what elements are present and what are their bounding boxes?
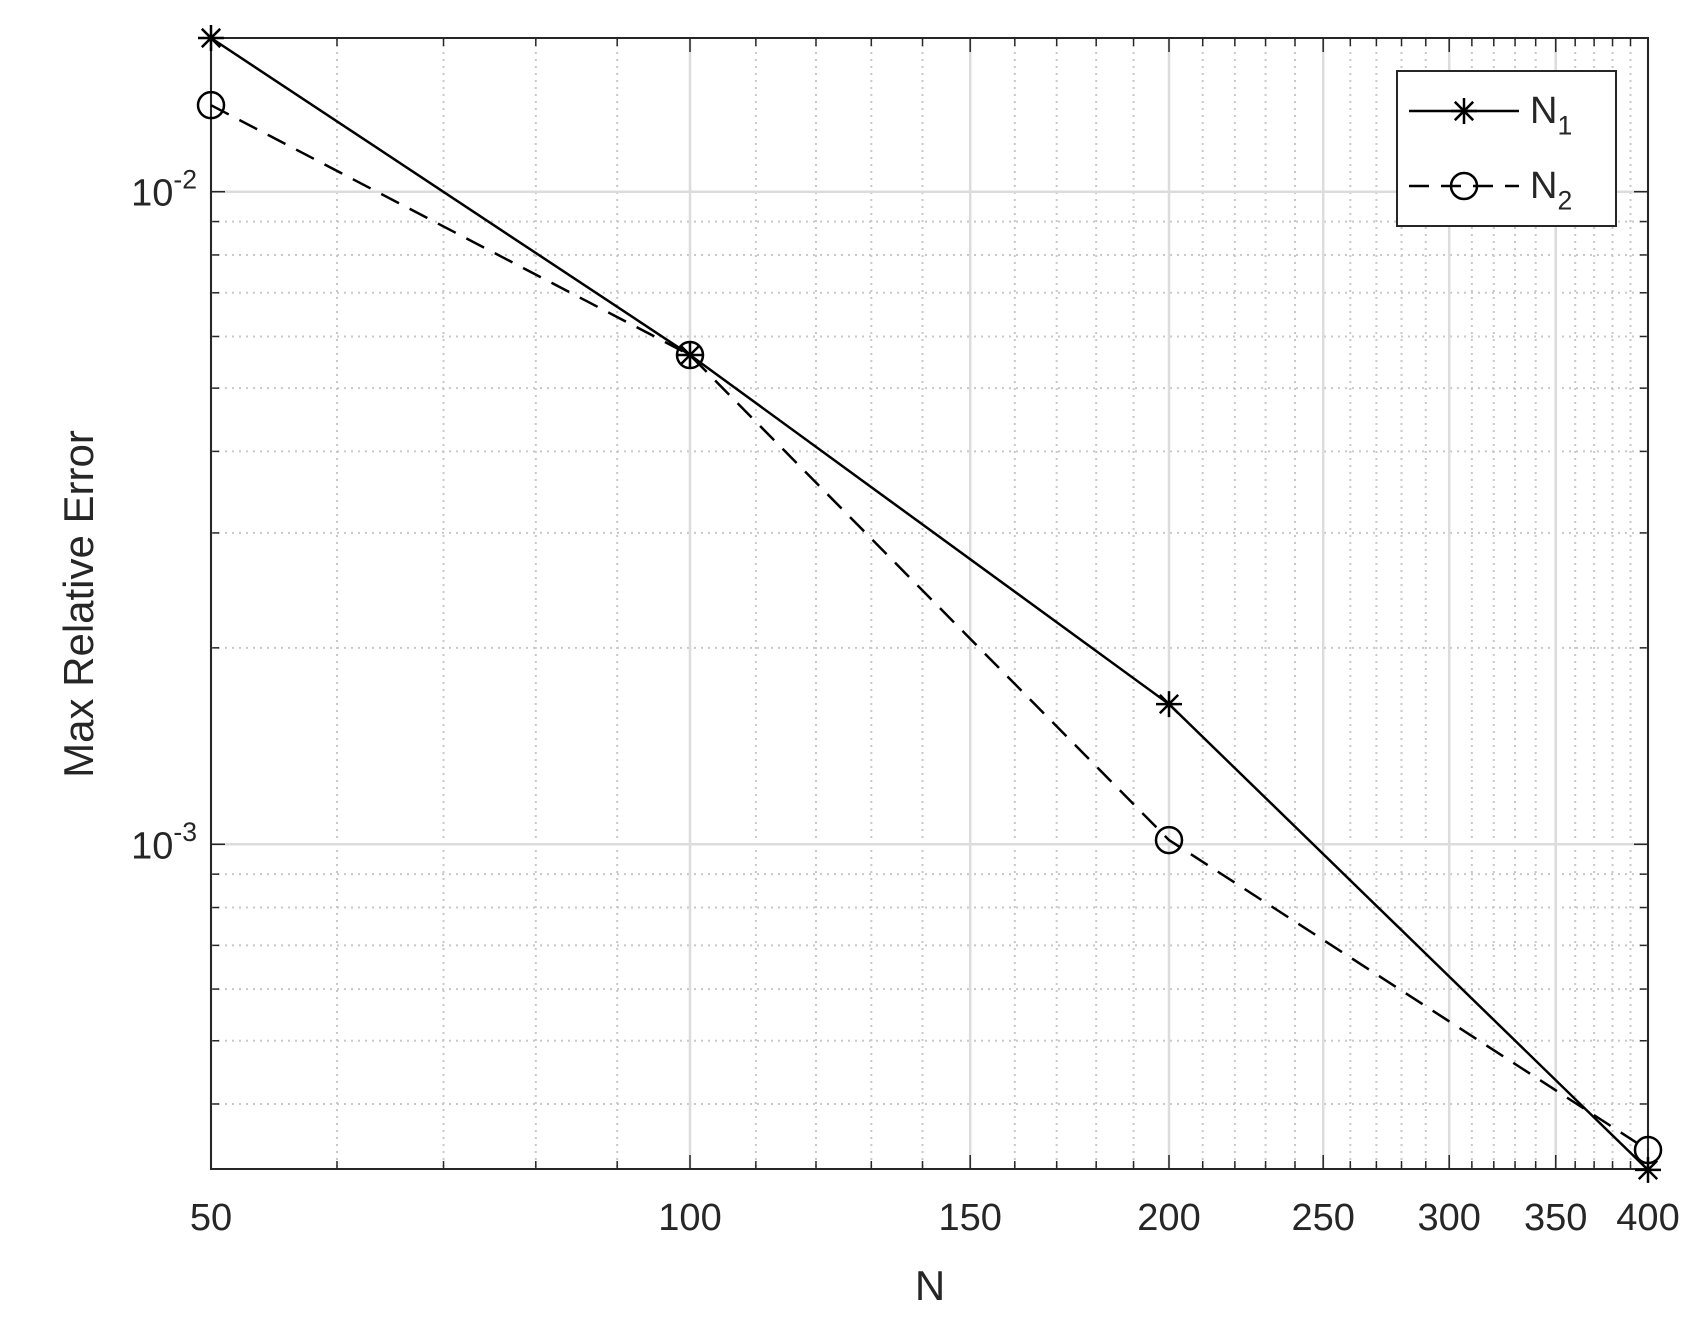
legend-box: [1396, 70, 1617, 227]
x-tick-label: 150: [938, 1197, 1001, 1239]
legend-label: N2: [1530, 165, 1572, 215]
marker: [1635, 1156, 1661, 1183]
y-axis-label: Max Relative Error: [55, 430, 102, 778]
x-tick-label: 300: [1417, 1197, 1480, 1239]
marker: [1449, 171, 1479, 201]
marker: [675, 340, 705, 370]
marker: [677, 342, 703, 369]
x-tick-label: 250: [1292, 1197, 1355, 1239]
marker: [1154, 825, 1184, 855]
marker: [1633, 1135, 1663, 1165]
x-axis-label: N: [915, 1262, 945, 1309]
y-tick-label: 10-2: [131, 165, 197, 215]
axes-box: [210, 37, 1649, 1170]
marker: [198, 25, 224, 51]
series-line: [210, 36, 1649, 1171]
y-tick-label: 10-3: [131, 817, 197, 867]
x-tick-label: 50: [190, 1197, 232, 1239]
x-tick-label: 350: [1524, 1197, 1587, 1239]
legend-label: N1: [1530, 90, 1572, 140]
x-tick-label: 200: [1137, 1197, 1200, 1239]
x-tick-label: 400: [1616, 1197, 1679, 1239]
x-tick-label: 100: [658, 1197, 721, 1239]
marker: [1451, 98, 1477, 124]
marker: [1156, 691, 1182, 718]
marker: [196, 90, 226, 120]
series-line: [210, 104, 1649, 1152]
